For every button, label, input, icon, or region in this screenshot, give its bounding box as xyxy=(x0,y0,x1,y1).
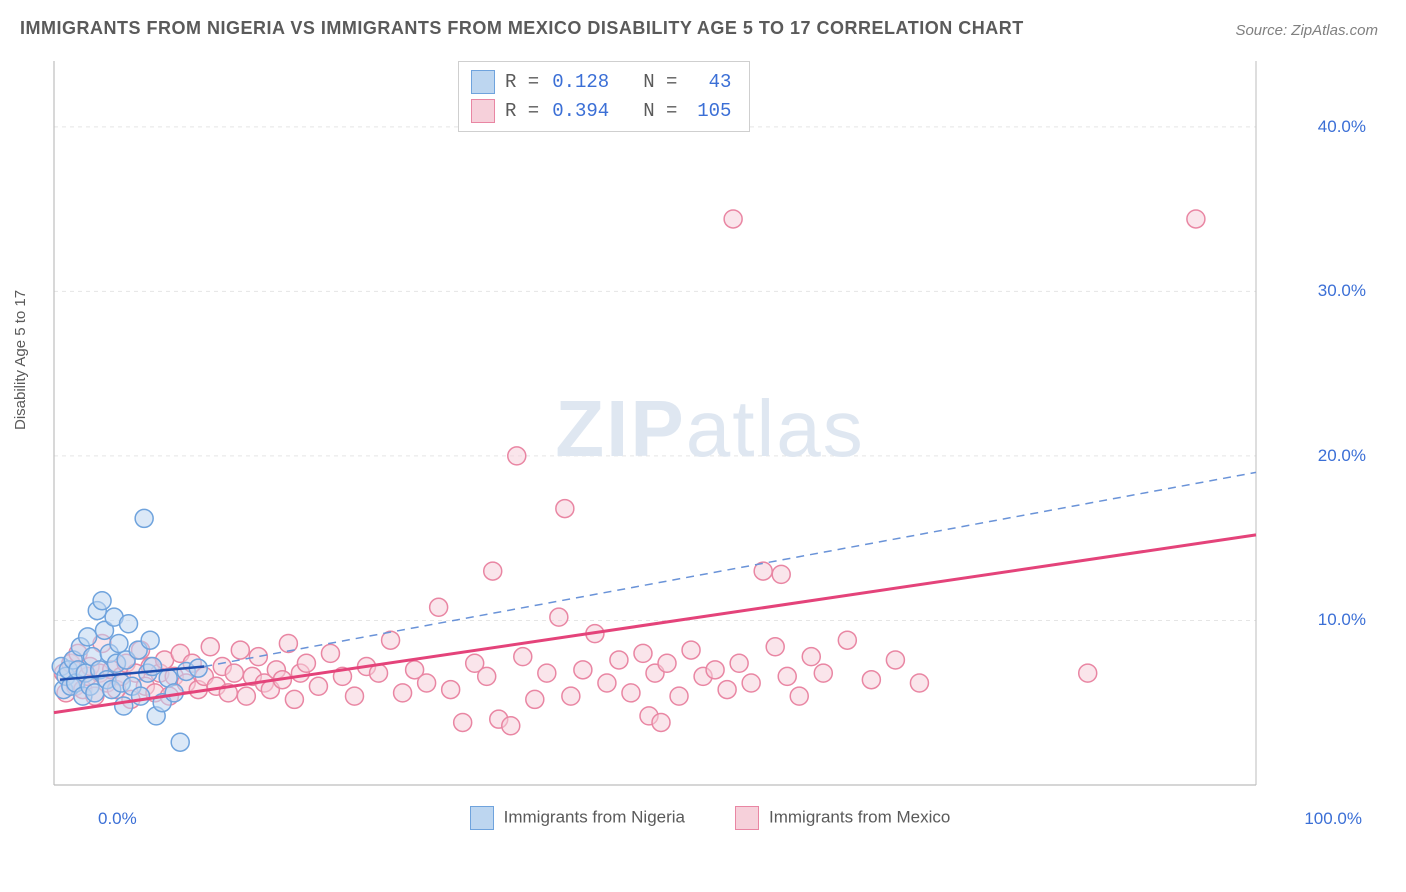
stats-r-value: 0.128 xyxy=(549,68,609,97)
legend-label: Immigrants from Mexico xyxy=(769,807,950,826)
mexico-point xyxy=(598,674,616,692)
mexico-point xyxy=(225,664,243,682)
mexico-point xyxy=(634,644,652,662)
nigeria-point xyxy=(135,509,153,527)
mexico-point xyxy=(321,644,339,662)
legend-swatch xyxy=(470,806,494,830)
mexico-point xyxy=(297,654,315,672)
mexico-point xyxy=(249,648,267,666)
mexico-point xyxy=(652,713,670,731)
nigeria-point xyxy=(141,631,159,649)
chart-title: IMMIGRANTS FROM NIGERIA VS IMMIGRANTS FR… xyxy=(20,18,1024,39)
y-tick-label: 40.0% xyxy=(1318,117,1366,137)
chart-area: ZIPatlas R =0.128N =43R =0.394N =105 0.0… xyxy=(50,55,1370,835)
mexico-point xyxy=(910,674,928,692)
mexico-point xyxy=(285,690,303,708)
stats-row: R = 0.394 N = 105 xyxy=(471,97,731,126)
legend-swatch xyxy=(735,806,759,830)
mexico-point xyxy=(346,687,364,705)
mexico-point xyxy=(670,687,688,705)
mexico-point xyxy=(718,681,736,699)
mexico-point xyxy=(772,565,790,583)
source-attribution: Source: ZipAtlas.com xyxy=(1235,22,1378,39)
page: IMMIGRANTS FROM NIGERIA VS IMMIGRANTS FR… xyxy=(0,0,1406,892)
mexico-point xyxy=(538,664,556,682)
mexico-point xyxy=(622,684,640,702)
mexico-point xyxy=(550,608,568,626)
mexico-point xyxy=(309,677,327,695)
stats-row: R = 0.128 N = 43 xyxy=(471,68,731,97)
nigeria-point xyxy=(79,628,97,646)
legend-item: Immigrants from Mexico xyxy=(735,806,950,830)
stats-n-label: N = xyxy=(643,68,677,97)
mexico-point xyxy=(454,713,472,731)
mexico-point xyxy=(778,667,796,685)
stats-legend-box: R = 0.128 N = 43 R = 0.394 N = 105 xyxy=(458,61,750,132)
nigeria-point xyxy=(110,634,128,652)
mexico-point xyxy=(502,717,520,735)
mexico-point xyxy=(706,661,724,679)
mexico-point xyxy=(682,641,700,659)
mexico-point xyxy=(394,684,412,702)
mexico-point xyxy=(1187,210,1205,228)
nigeria-point xyxy=(132,687,150,705)
mexico-point xyxy=(237,687,255,705)
stats-swatch xyxy=(471,99,495,123)
mexico-point xyxy=(508,447,526,465)
mexico-point xyxy=(742,674,760,692)
mexico-point xyxy=(1079,664,1097,682)
stats-n-label: N = xyxy=(643,97,677,126)
mexico-point xyxy=(556,500,574,518)
stats-n-value: 43 xyxy=(687,68,731,97)
nigeria-point xyxy=(115,697,133,715)
mexico-point xyxy=(862,671,880,689)
y-tick-label: 30.0% xyxy=(1318,281,1366,301)
y-tick-label: 20.0% xyxy=(1318,446,1366,466)
mexico-point xyxy=(658,654,676,672)
mexico-point xyxy=(802,648,820,666)
mexico-point xyxy=(574,661,592,679)
mexico-point xyxy=(201,638,219,656)
mexico-point xyxy=(610,651,628,669)
mexico-point xyxy=(790,687,808,705)
y-axis-label: Disability Age 5 to 17 xyxy=(12,290,29,430)
mexico-point xyxy=(484,562,502,580)
scatter-chart xyxy=(50,55,1346,825)
mexico-point xyxy=(514,648,532,666)
nigeria-point xyxy=(171,733,189,751)
mexico-point xyxy=(231,641,249,659)
mexico-point xyxy=(442,681,460,699)
legend-item: Immigrants from Nigeria xyxy=(470,806,685,830)
mexico-point xyxy=(478,667,496,685)
stats-swatch xyxy=(471,70,495,94)
mexico-point xyxy=(526,690,544,708)
nigeria-point xyxy=(93,592,111,610)
stats-r-label: R = xyxy=(505,68,539,97)
mexico-point xyxy=(814,664,832,682)
mexico-point xyxy=(886,651,904,669)
y-tick-label: 10.0% xyxy=(1318,610,1366,630)
stats-r-value: 0.394 xyxy=(549,97,609,126)
mexico-point xyxy=(418,674,436,692)
mexico-point xyxy=(730,654,748,672)
legend-label: Immigrants from Nigeria xyxy=(504,807,685,826)
mexico-point xyxy=(724,210,742,228)
stats-r-label: R = xyxy=(505,97,539,126)
mexico-point xyxy=(838,631,856,649)
legend-bottom: Immigrants from Nigeria Immigrants from M… xyxy=(50,801,1370,835)
mexico-point xyxy=(766,638,784,656)
mexico-point xyxy=(430,598,448,616)
stats-n-value: 105 xyxy=(687,97,731,126)
mexico-point xyxy=(562,687,580,705)
nigeria-point xyxy=(120,615,138,633)
